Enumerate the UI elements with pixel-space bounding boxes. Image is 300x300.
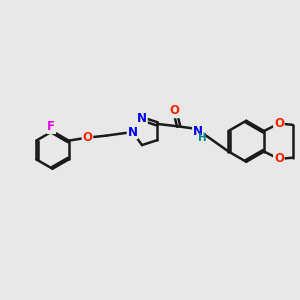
- Text: O: O: [274, 117, 284, 130]
- Text: N: N: [193, 125, 203, 138]
- Text: O: O: [274, 152, 284, 165]
- Text: F: F: [47, 120, 55, 133]
- Text: N: N: [128, 125, 137, 139]
- Text: O: O: [82, 131, 92, 144]
- Text: H: H: [198, 134, 206, 143]
- Text: O: O: [170, 104, 180, 117]
- Text: N: N: [137, 112, 147, 125]
